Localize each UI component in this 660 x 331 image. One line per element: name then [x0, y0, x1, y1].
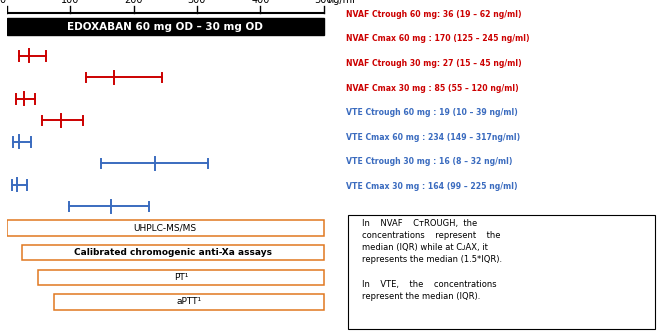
Text: In    NVAF    CᴛROUGH,  the
concentrations    represent    the
median (IQR) whil: In NVAF CᴛROUGH, the concentrations repr… [362, 219, 502, 301]
Bar [7, 18, 324, 35]
Text: 300: 300 [188, 0, 206, 5]
Text: NVAF Cmax 60 mg : 170 (125 – 245 ng/ml): NVAF Cmax 60 mg : 170 (125 – 245 ng/ml) [346, 34, 530, 43]
Text: NVAF Ctrough 30 mg: 27 (15 – 45 ng/ml): NVAF Ctrough 30 mg: 27 (15 – 45 ng/ml) [346, 59, 522, 68]
Bar [38, 269, 324, 285]
Bar [22, 245, 324, 260]
Text: aPTT¹: aPTT¹ [176, 298, 201, 307]
Text: UHPLC-MS/MS: UHPLC-MS/MS [134, 223, 197, 232]
Text: NVAF Ctrough 60 mg: 36 (19 – 62 ng/ml): NVAF Ctrough 60 mg: 36 (19 – 62 ng/ml) [346, 10, 522, 19]
Text: PT¹: PT¹ [174, 273, 188, 282]
Text: 0: 0 [0, 0, 5, 5]
Text: VTE Cmax 60 mg : 234 (149 – 317ng/ml): VTE Cmax 60 mg : 234 (149 – 317ng/ml) [346, 133, 521, 142]
Text: 500: 500 [315, 0, 333, 5]
Text: VTE Ctrough 30 mg : 16 (8 – 32 ng/ml): VTE Ctrough 30 mg : 16 (8 – 32 ng/ml) [346, 157, 513, 166]
Text: 200: 200 [124, 0, 143, 5]
Text: 400: 400 [251, 0, 270, 5]
Text: 100: 100 [61, 0, 79, 5]
Text: ng/ml: ng/ml [327, 0, 355, 5]
Text: Calibrated chromogenic anti-Xa assays: Calibrated chromogenic anti-Xa assays [74, 248, 272, 257]
Text: NVAF Cmax 30 mg : 85 (55 – 120 ng/ml): NVAF Cmax 30 mg : 85 (55 – 120 ng/ml) [346, 83, 519, 93]
Bar [7, 220, 324, 236]
Text: VTE Ctrough 60 mg : 19 (10 – 39 ng/ml): VTE Ctrough 60 mg : 19 (10 – 39 ng/ml) [346, 108, 518, 117]
Text: VTE Cmax 30 mg : 164 (99 – 225 ng/ml): VTE Cmax 30 mg : 164 (99 – 225 ng/ml) [346, 182, 518, 191]
Bar [54, 294, 324, 310]
Text: EDOXABAN 60 mg OD – 30 mg OD: EDOXABAN 60 mg OD – 30 mg OD [67, 22, 263, 32]
